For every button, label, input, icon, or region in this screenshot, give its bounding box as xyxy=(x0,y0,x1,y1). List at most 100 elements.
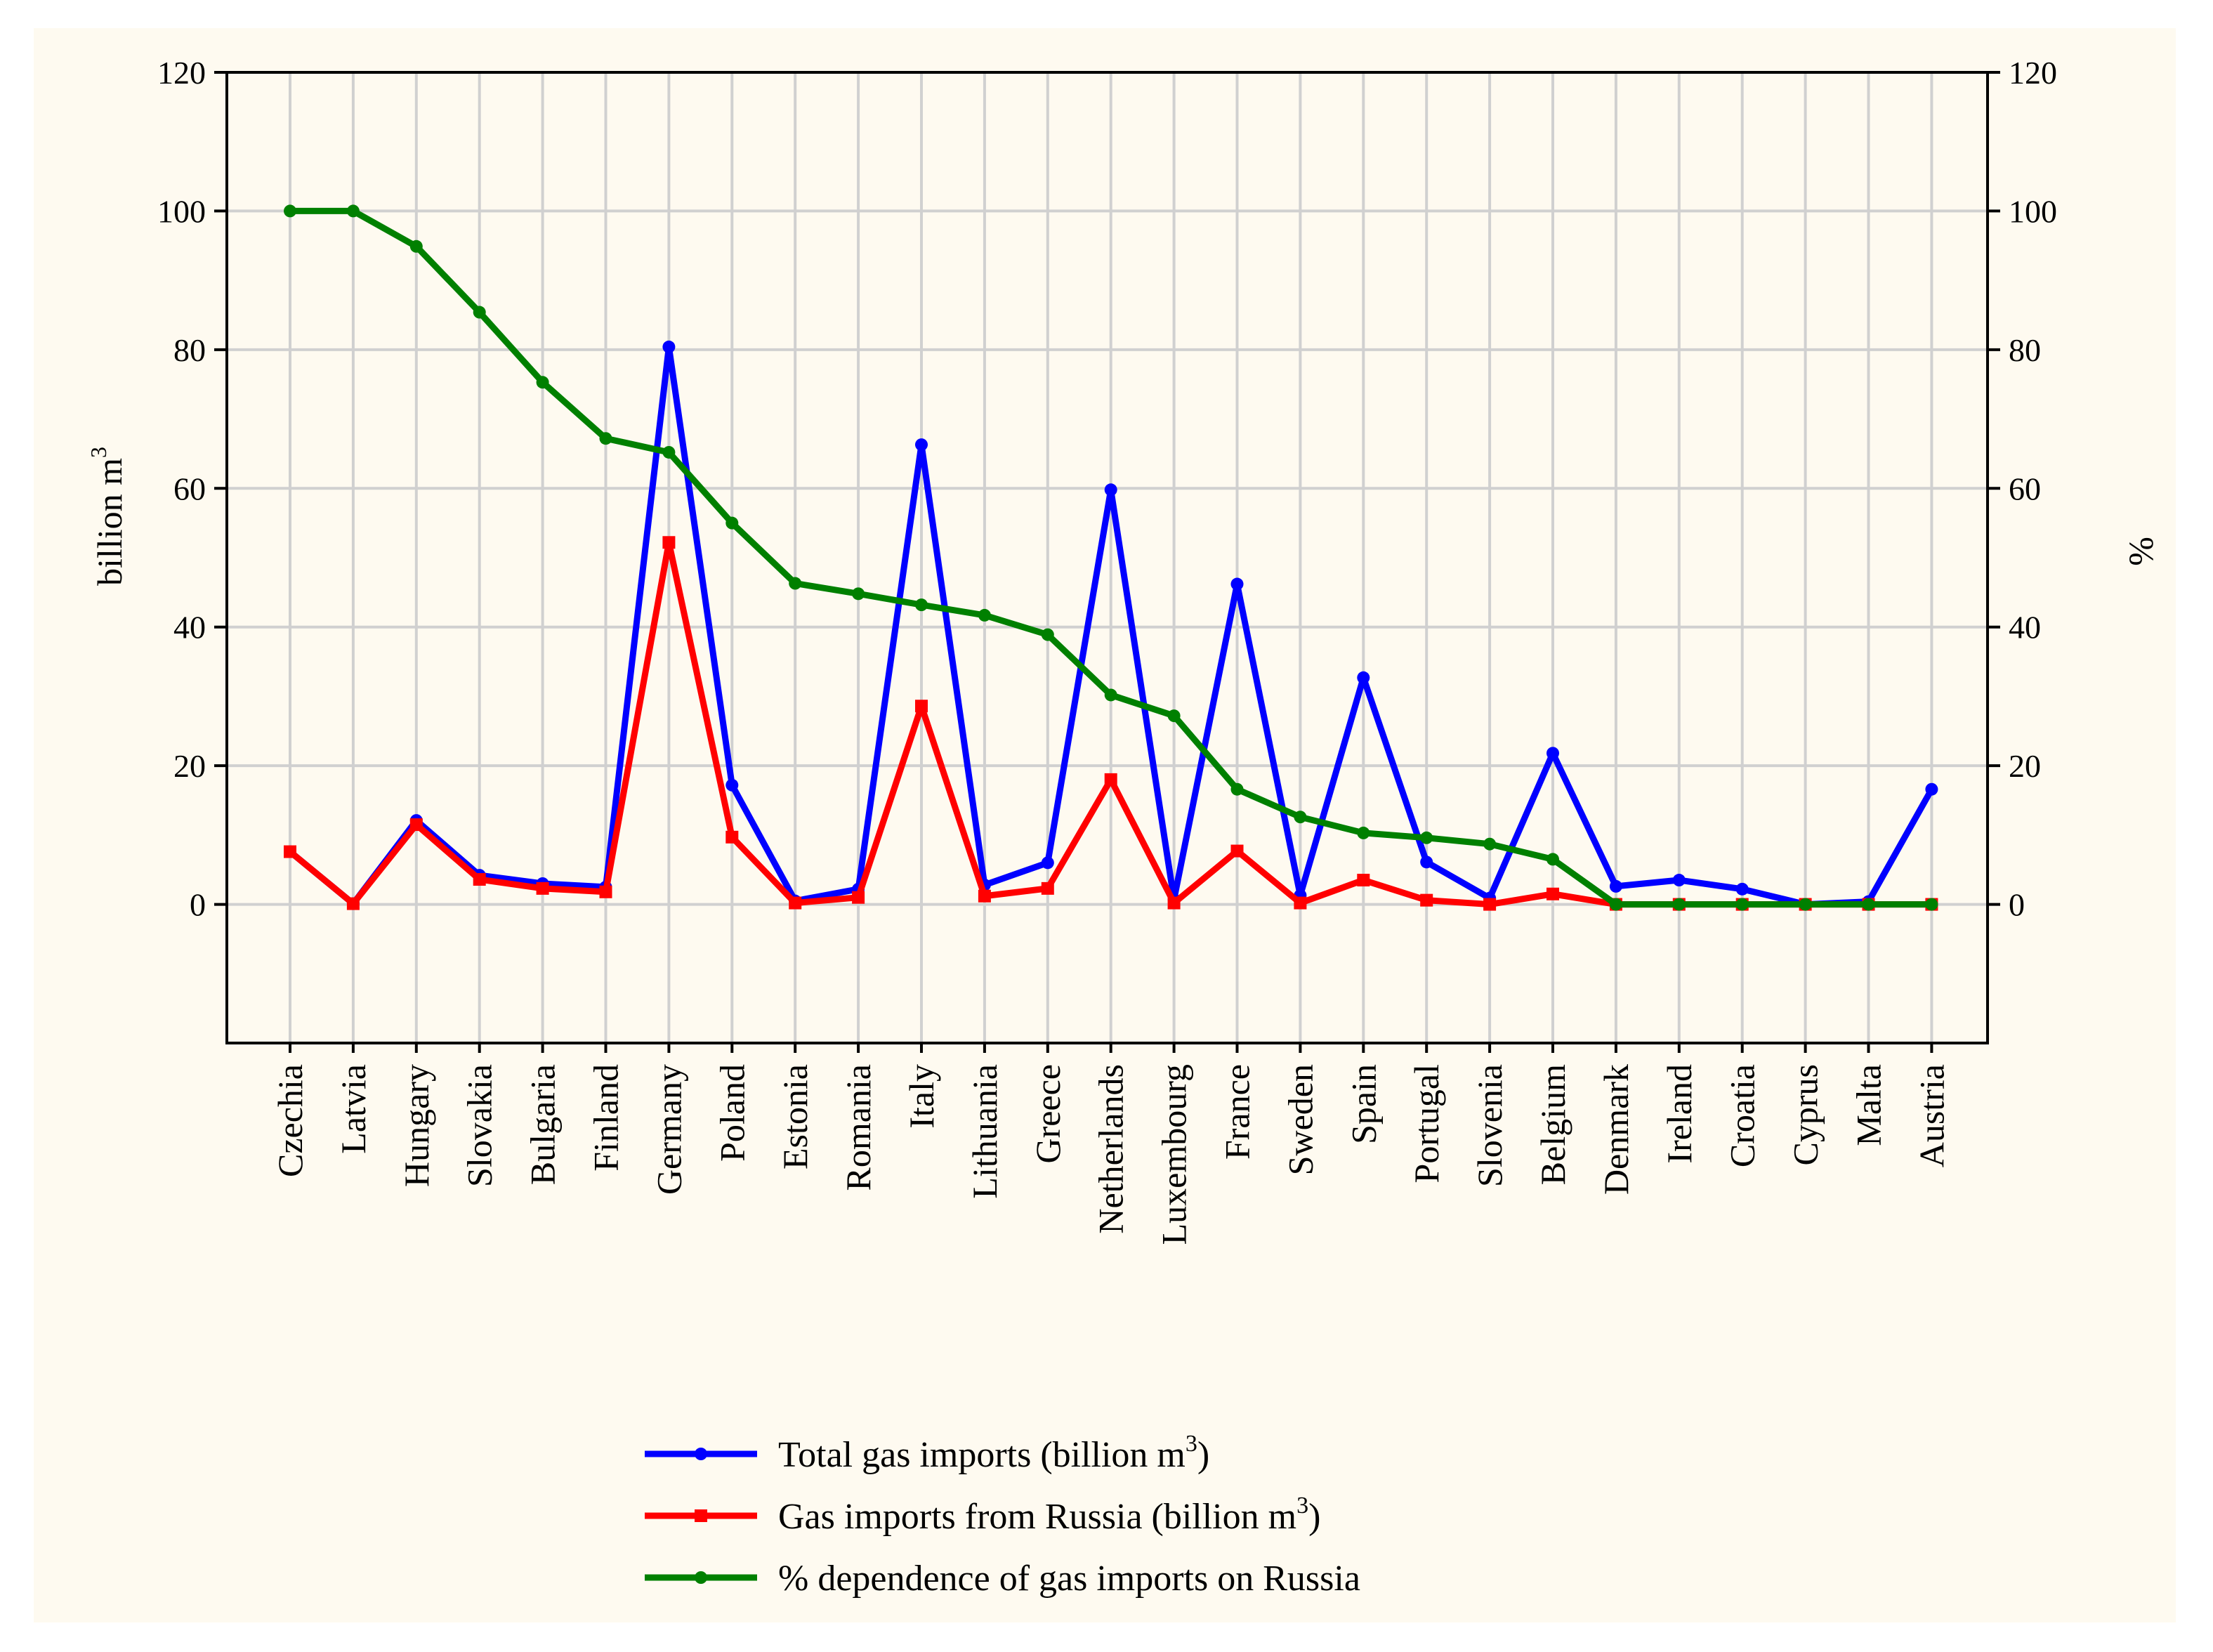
data-point xyxy=(789,577,802,590)
y-tick-label: 80 xyxy=(173,332,206,368)
data-point xyxy=(1041,881,1054,895)
x-tick-label: Hungary xyxy=(397,1064,436,1187)
x-tick-label: Sweden xyxy=(1280,1064,1320,1175)
x-tick-label: Lithuania xyxy=(965,1064,1004,1199)
data-point xyxy=(1357,671,1370,684)
y2-tick-label: 0 xyxy=(2009,887,2025,923)
axis-titles: billion m3 % xyxy=(86,447,2162,586)
x-axis-categories: Czechia Latvia Hungary Slovakia Bulgaria Finl… xyxy=(270,1043,1951,1245)
x-tick-label: Italy xyxy=(902,1064,941,1129)
series-group xyxy=(284,204,1938,911)
x-tick-label: Latvia xyxy=(334,1064,373,1154)
data-point xyxy=(409,240,423,253)
x-tick-label: France xyxy=(1218,1064,1257,1160)
legend-item-0: Total gas imports (billion m3) xyxy=(645,1431,1209,1475)
legend-swatch-marker xyxy=(695,1448,707,1460)
legend-label: % dependence of gas imports on Russia xyxy=(778,1559,1360,1599)
data-point xyxy=(473,306,486,319)
y-tick-label: 40 xyxy=(173,610,206,645)
x-tick-label: Netherlands xyxy=(1091,1064,1131,1234)
legend-swatch-marker xyxy=(695,1509,707,1522)
y-tick-label: 120 xyxy=(157,55,206,91)
data-point xyxy=(1167,709,1181,723)
data-point xyxy=(1104,688,1117,702)
y-tick-label: 100 xyxy=(157,193,206,229)
series-2 xyxy=(284,204,1938,911)
data-point xyxy=(662,340,676,353)
data-point xyxy=(1672,874,1686,887)
data-point xyxy=(915,700,928,713)
data-point xyxy=(1609,898,1622,911)
data-point xyxy=(1862,898,1875,911)
y2-tick-label: 20 xyxy=(2009,748,2041,784)
y-axis-title: billion m3 xyxy=(86,447,129,586)
data-point xyxy=(1420,855,1433,869)
plot-border xyxy=(225,71,1989,1044)
data-point xyxy=(1041,856,1054,870)
x-tick-label: Slovakia xyxy=(460,1064,499,1187)
x-tick-label: Spain xyxy=(1344,1064,1383,1144)
data-point xyxy=(284,204,296,218)
data-point xyxy=(1483,898,1497,911)
legend-item-2: % dependence of gas imports on Russia xyxy=(645,1559,1360,1599)
data-point xyxy=(1925,898,1938,911)
data-point xyxy=(725,830,739,844)
data-point xyxy=(473,873,486,886)
data-point xyxy=(789,896,802,910)
data-point xyxy=(1230,782,1244,796)
data-point xyxy=(852,587,865,601)
x-tick-label: Finland xyxy=(586,1064,626,1172)
plot-frame xyxy=(225,71,1989,1044)
data-point xyxy=(1735,882,1749,896)
y-axis-right: 0 20 40 60 80 100 120 xyxy=(1988,55,2057,923)
y2-tick-label: 120 xyxy=(2009,55,2057,91)
y2-tick-label: 40 xyxy=(2009,610,2041,645)
legend-label: Total gas imports (billion m3) xyxy=(778,1431,1209,1475)
y-tick-label: 20 xyxy=(173,748,206,784)
x-tick-label: Bulgaria xyxy=(523,1064,563,1185)
x-tick-label: Denmark xyxy=(1596,1064,1636,1195)
x-tick-label: Belgium xyxy=(1533,1064,1572,1185)
data-point xyxy=(1230,577,1244,591)
data-point xyxy=(725,516,739,530)
y2-tick-label: 100 xyxy=(2009,193,2057,229)
data-point xyxy=(1294,811,1307,824)
data-point xyxy=(1799,898,1812,911)
x-tick-label: Croatia xyxy=(1723,1064,1762,1167)
grid-lines xyxy=(227,71,1988,1043)
x-tick-label: Romania xyxy=(839,1064,878,1191)
y2-axis-title: % xyxy=(2122,537,2162,566)
data-point xyxy=(1925,782,1938,796)
data-point xyxy=(662,445,676,459)
data-point xyxy=(1420,893,1433,907)
data-point xyxy=(1547,853,1559,866)
x-tick-label: Cyprus xyxy=(1786,1064,1825,1165)
data-point xyxy=(536,881,549,895)
data-point xyxy=(1420,831,1433,844)
legend-label: Gas imports from Russia (billion m3) xyxy=(778,1493,1320,1537)
data-point xyxy=(1547,747,1559,760)
x-tick-label: Estonia xyxy=(775,1064,815,1169)
data-point xyxy=(1735,898,1749,911)
data-point xyxy=(1041,628,1054,641)
data-point xyxy=(915,598,928,612)
x-tick-label: Ireland xyxy=(1660,1064,1699,1164)
data-point xyxy=(1357,826,1370,839)
x-tick-label: Germany xyxy=(649,1064,688,1195)
data-point xyxy=(599,432,612,445)
x-tick-label: Portugal xyxy=(1407,1064,1446,1183)
data-point xyxy=(536,376,549,389)
data-point xyxy=(1294,896,1307,910)
chart-frame: 0 20 40 60 80 100 120 0 20 40 60 80 100 120 Czechia L… xyxy=(34,28,2176,1622)
x-tick-label: Luxembourg xyxy=(1155,1064,1194,1245)
y2-tick-label: 60 xyxy=(2009,471,2041,506)
data-point xyxy=(1609,879,1622,893)
data-point xyxy=(284,845,296,858)
x-tick-label: Czechia xyxy=(270,1064,310,1177)
chart-svg: 0 20 40 60 80 100 120 0 20 40 60 80 100 120 Czechia L… xyxy=(86,55,2162,1599)
y-axis-left: 0 20 40 60 80 100 120 xyxy=(157,55,227,923)
y-tick-label: 60 xyxy=(173,471,206,506)
x-tick-label: Malta xyxy=(1849,1064,1889,1146)
data-point xyxy=(1672,898,1686,911)
y2-tick-label: 80 xyxy=(2009,332,2041,368)
